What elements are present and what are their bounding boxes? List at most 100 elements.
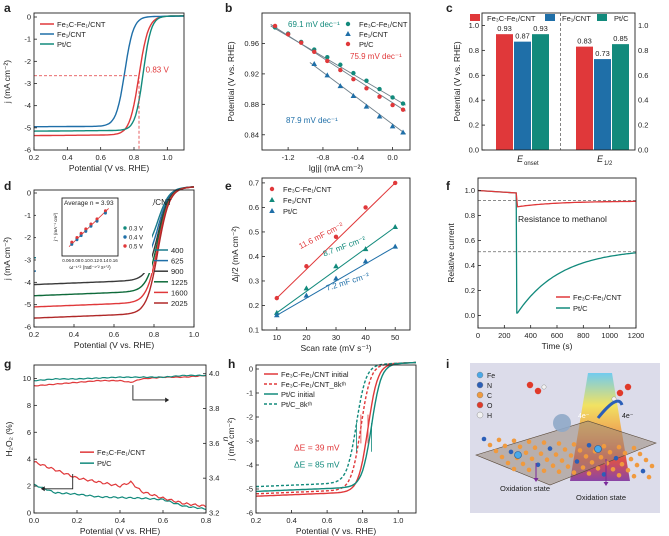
data-point xyxy=(389,123,396,129)
lattice-atom xyxy=(547,446,553,451)
y-tick-label: 0.2 xyxy=(469,121,479,130)
inset-x-tick-label: 0.14 xyxy=(100,258,109,263)
y-tick-label: 0.6 xyxy=(249,203,259,212)
tafel-slope-label: 87.9 mV dec⁻¹ xyxy=(286,116,338,125)
y-tick-label: 10 xyxy=(23,374,31,383)
data-point xyxy=(285,32,291,37)
x-tick-label: 1200 xyxy=(628,331,645,340)
x-axis-label: Potential (V vs. RHE) xyxy=(296,526,376,536)
group-label: E xyxy=(597,154,604,164)
lattice-atom xyxy=(535,462,541,468)
data-point xyxy=(393,180,398,186)
y-tick-label: -5 xyxy=(246,485,253,494)
fit-line xyxy=(276,246,396,316)
element-label: H xyxy=(487,413,492,420)
fit-line xyxy=(309,62,406,135)
x-tick-label: 1.0 xyxy=(393,516,403,525)
panel-e: e11.6 mF cm⁻²8.7 mF cm⁻²7.2 mF cm⁻²10 20 3… xyxy=(225,177,411,353)
lattice-atom xyxy=(649,463,655,469)
data-point xyxy=(304,264,309,269)
series-pt-h2o2 xyxy=(33,483,207,511)
y-tick-label: 0.0 xyxy=(465,311,475,320)
right-axis-arrow xyxy=(132,385,166,401)
x-tick-label: -1.2 xyxy=(282,153,295,162)
y-right-tick-label: 4.0 xyxy=(209,369,219,378)
x-tick-label: 20 xyxy=(302,333,310,342)
inset-point xyxy=(70,240,74,244)
y-right-tick-label: 0.2 xyxy=(638,121,648,130)
lattice-atom xyxy=(589,460,595,465)
x-axis-label: lg|j| (mA cm⁻²) xyxy=(309,163,363,173)
group-label-sub: onset xyxy=(524,161,539,167)
y-axis-label: Relative current xyxy=(446,223,456,283)
lattice-atom xyxy=(541,468,547,474)
panel-letter: b xyxy=(225,1,232,15)
rpm-curve xyxy=(33,186,195,286)
y-right-tick-label: 0.0 xyxy=(638,146,648,155)
tafel-slope-label: 75.9 mV dec⁻¹ xyxy=(350,52,402,61)
element-label: N xyxy=(487,383,492,390)
series-3 xyxy=(255,361,417,488)
inset-x-tick-label: 0.16 xyxy=(109,258,118,263)
series-2 xyxy=(255,361,417,493)
panel-g: g 0.0 0.2 0.4 0.6 0.8 0 2 4 6 8 10 3.2 3.4 3.6 3.8 4.0 Po… xyxy=(4,357,230,536)
x-tick-label: -0.8 xyxy=(316,153,329,162)
panel-letter: g xyxy=(4,357,11,371)
lattice-atom xyxy=(553,452,559,457)
data-point xyxy=(400,101,406,106)
data-point xyxy=(303,285,310,291)
element-swatch xyxy=(476,411,484,419)
x-tick-label: 200 xyxy=(498,331,511,340)
lattice-atom xyxy=(625,467,631,473)
fit-line xyxy=(270,24,406,112)
legend-label: Fe₁/CNT xyxy=(359,30,388,39)
legend-swatch xyxy=(597,14,607,21)
legend-label: Fe₃C-Fe₁/CNT xyxy=(57,20,106,29)
x-tick-label: 400 xyxy=(524,331,537,340)
y-tick-label: 1.0 xyxy=(465,186,475,195)
lattice-atom xyxy=(520,461,526,467)
panel-i: i 4e⁻ 4e⁻ Oxidation state Oxidation state Fe N… xyxy=(446,357,660,513)
x-tick-label: 0.2 xyxy=(251,516,261,525)
x-tick-label: 1000 xyxy=(601,331,618,340)
panel-letter: a xyxy=(4,1,11,15)
x-tick-label: 0.8 xyxy=(149,330,159,339)
x-tick-label: 1.0 xyxy=(162,153,172,162)
data-point xyxy=(333,275,339,281)
lattice-atom xyxy=(616,473,622,478)
data-point xyxy=(362,258,369,264)
y-tick-label: 0.5 xyxy=(249,227,259,236)
legend-swatch xyxy=(269,186,275,192)
y-tick-label: -5 xyxy=(24,300,31,309)
inset-point xyxy=(84,229,88,233)
bar xyxy=(532,34,549,150)
data-point xyxy=(377,94,382,99)
y-tick-label: 0.4 xyxy=(249,252,259,261)
y-tick-label: 0.4 xyxy=(469,96,479,105)
data-point xyxy=(274,295,279,301)
arrow-head xyxy=(603,482,609,486)
oxidation-state-label: Oxidation state xyxy=(576,493,626,502)
fe-site xyxy=(594,445,602,453)
element-swatch xyxy=(476,381,484,389)
lattice-atom xyxy=(586,471,592,476)
oxygen-atom xyxy=(624,383,632,391)
y-tick-label: 0 xyxy=(27,13,31,22)
inset-background xyxy=(36,195,152,273)
y-right-tick-label: 0.8 xyxy=(638,46,648,55)
y-tick-label: 0.0 xyxy=(469,146,479,155)
bar-value-label: 0.87 xyxy=(515,32,530,41)
y-tick-label: 2 xyxy=(27,482,31,491)
cdl-label: 8.7 mF cm⁻² xyxy=(322,234,367,258)
axes-frame xyxy=(255,364,417,514)
lattice-atom xyxy=(529,456,535,462)
y-axis-label: Δj/2 (mA cm⁻²) xyxy=(230,226,240,282)
data-point xyxy=(303,292,310,298)
hydrogen-atom xyxy=(541,384,547,390)
data-point xyxy=(333,263,339,269)
panel-letter: d xyxy=(4,179,11,193)
panel-d: d 0.2 0.4 0.6 0.8 1.0 0 -1 -2 -3 -4 -5 -6 Potential (… xyxy=(2,179,199,350)
y-right-tick-label: 0.4 xyxy=(638,96,648,105)
inset-legend-label: 0.5 V xyxy=(129,245,143,251)
inset-legend-label: 0.4 V xyxy=(129,236,143,242)
